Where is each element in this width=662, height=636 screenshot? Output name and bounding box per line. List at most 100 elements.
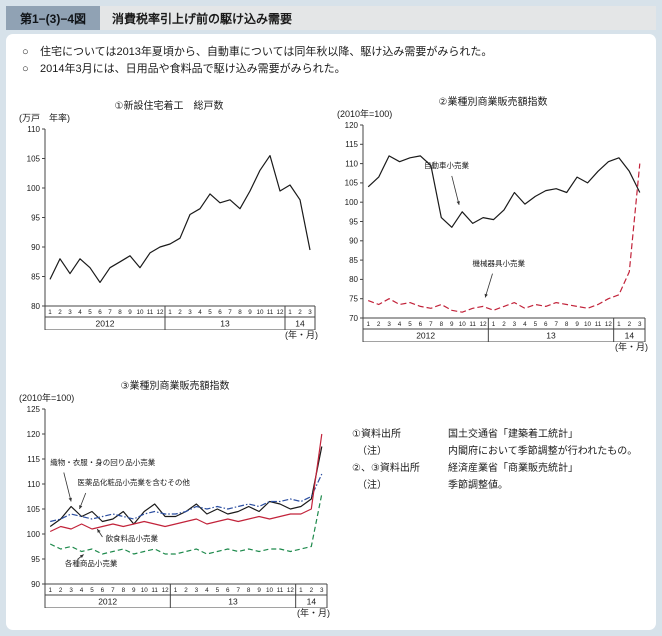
svg-text:6: 6	[218, 309, 222, 316]
svg-text:3: 3	[638, 321, 642, 328]
series-line-2	[49, 433, 323, 533]
bullet-daily-goods: ○ 2014年3月には、日用品や食料品で駆け込み需要がみられた。	[22, 61, 644, 78]
svg-text:2: 2	[377, 321, 381, 328]
svg-text:13: 13	[546, 331, 556, 341]
svg-text:75: 75	[349, 295, 358, 304]
svg-text:3: 3	[69, 587, 73, 594]
svg-text:7: 7	[554, 321, 558, 328]
svg-text:2: 2	[184, 587, 188, 594]
svg-text:2: 2	[310, 587, 314, 594]
svg-text:4: 4	[398, 321, 402, 328]
svg-text:9: 9	[450, 321, 454, 328]
svg-text:4: 4	[198, 309, 202, 316]
svg-text:8: 8	[122, 587, 126, 594]
svg-text:6: 6	[226, 587, 230, 594]
svg-text:2012: 2012	[416, 331, 435, 341]
axis-unit-note: (年・月)	[297, 608, 330, 618]
svg-text:5: 5	[408, 321, 412, 328]
svg-text:7: 7	[236, 587, 240, 594]
svg-text:2012: 2012	[98, 597, 117, 607]
note-label: （注）	[352, 480, 387, 491]
svg-text:2012: 2012	[96, 319, 115, 329]
svg-text:3: 3	[320, 587, 324, 594]
series-line-3	[49, 493, 323, 555]
figure-header: 第1−(3)−4図 消費税率引上げ前の駆け込み需要	[6, 6, 656, 30]
svg-text:13: 13	[228, 597, 238, 607]
svg-text:110: 110	[27, 125, 40, 134]
note-row: ①資料出所 国土交通省「建築着工統計」	[352, 426, 650, 443]
series-line-1	[367, 163, 641, 313]
chart-title: ①新設住宅着工 総戸数	[114, 101, 224, 112]
svg-text:自動車小売業: 自動車小売業	[424, 160, 469, 170]
svg-text:7: 7	[111, 587, 115, 594]
svg-text:3: 3	[308, 309, 312, 316]
svg-text:125: 125	[27, 405, 41, 414]
chart-unit-label: (万戸 年率)	[19, 113, 70, 123]
svg-text:5: 5	[534, 321, 538, 328]
svg-text:90: 90	[31, 580, 40, 589]
chart-plot-housing: 80 85 90 95 100 105 110 1 2 3 4 5 6 7 8 9 10 11 12 1 2 3 4 5 6 7 8…	[18, 124, 320, 330]
svg-text:6: 6	[544, 321, 548, 328]
svg-text:5: 5	[90, 587, 94, 594]
svg-text:120: 120	[345, 121, 359, 130]
svg-text:100: 100	[27, 530, 41, 539]
svg-text:11: 11	[147, 309, 154, 316]
svg-text:105: 105	[27, 154, 41, 163]
note-label: ②、③資料出所	[352, 463, 420, 474]
bullet-text: 住宅については2013年夏頃から、自動車については同年秋以降、駆け込み需要がみら…	[40, 46, 493, 58]
svg-text:5: 5	[216, 587, 220, 594]
svg-text:7: 7	[429, 321, 433, 328]
note-text: 国土交通省「建築着工統計」	[448, 429, 578, 440]
note-label: （注）	[352, 446, 387, 457]
svg-text:8: 8	[238, 309, 242, 316]
svg-text:5: 5	[208, 309, 212, 316]
svg-text:12: 12	[156, 309, 164, 316]
svg-text:105: 105	[345, 179, 359, 188]
svg-text:85: 85	[31, 272, 40, 281]
svg-text:95: 95	[31, 213, 40, 222]
svg-text:100: 100	[27, 184, 41, 193]
series-line-0	[49, 155, 311, 283]
svg-text:8: 8	[565, 321, 569, 328]
figure-number: 第1−(3)−4図	[6, 6, 101, 30]
chart-housing-starts: ①新設住宅着工 総戸数 (万戸 年率) 80 85 90 95 100 105 110 1 2 3…	[18, 100, 320, 341]
svg-text:10: 10	[256, 309, 264, 316]
svg-text:8: 8	[118, 309, 122, 316]
svg-text:2: 2	[628, 321, 632, 328]
svg-text:9: 9	[128, 309, 132, 316]
svg-text:1: 1	[366, 321, 370, 328]
chart-title: ②業種別商業販売額指数	[438, 97, 548, 108]
svg-text:90: 90	[349, 237, 358, 246]
svg-text:1: 1	[288, 309, 292, 316]
note-text: 経済産業省「商業販売統計」	[448, 463, 578, 474]
chart-plot-retail-goods: 90 95 100 105 110 115 120 125 1 2 3 4 5 6 7 8 9 10 11 12 1 2 3…	[18, 404, 332, 608]
svg-text:85: 85	[349, 256, 358, 265]
series-line-1	[50, 473, 323, 523]
svg-text:3: 3	[513, 321, 517, 328]
svg-text:3: 3	[68, 309, 72, 316]
svg-text:110: 110	[27, 480, 40, 489]
svg-text:9: 9	[132, 587, 136, 594]
svg-text:1: 1	[48, 309, 52, 316]
bullet-marker: ○	[22, 46, 29, 58]
svg-text:11: 11	[469, 321, 476, 328]
chart-retail-index-autos: ②業種別商業販売額指数 (2010年=100) 70 75 80 85 90 95 100 1…	[336, 96, 650, 353]
svg-text:1: 1	[299, 587, 303, 594]
svg-text:8: 8	[247, 587, 251, 594]
note-text: 季節調整値。	[448, 480, 508, 491]
svg-text:2: 2	[58, 309, 62, 316]
chart-title: ③業種別商業販売額指数	[120, 381, 230, 392]
svg-text:120: 120	[27, 430, 41, 439]
svg-text:110: 110	[345, 159, 358, 168]
svg-text:11: 11	[595, 321, 602, 328]
svg-text:10: 10	[584, 321, 592, 328]
svg-text:8: 8	[440, 321, 444, 328]
svg-text:6: 6	[98, 309, 102, 316]
svg-text:9: 9	[248, 309, 252, 316]
note-text: 内閣府において季節調整が行われたもの。	[448, 446, 638, 457]
svg-text:12: 12	[287, 587, 295, 594]
svg-text:6: 6	[101, 587, 105, 594]
svg-text:7: 7	[228, 309, 232, 316]
svg-text:80: 80	[31, 302, 40, 311]
